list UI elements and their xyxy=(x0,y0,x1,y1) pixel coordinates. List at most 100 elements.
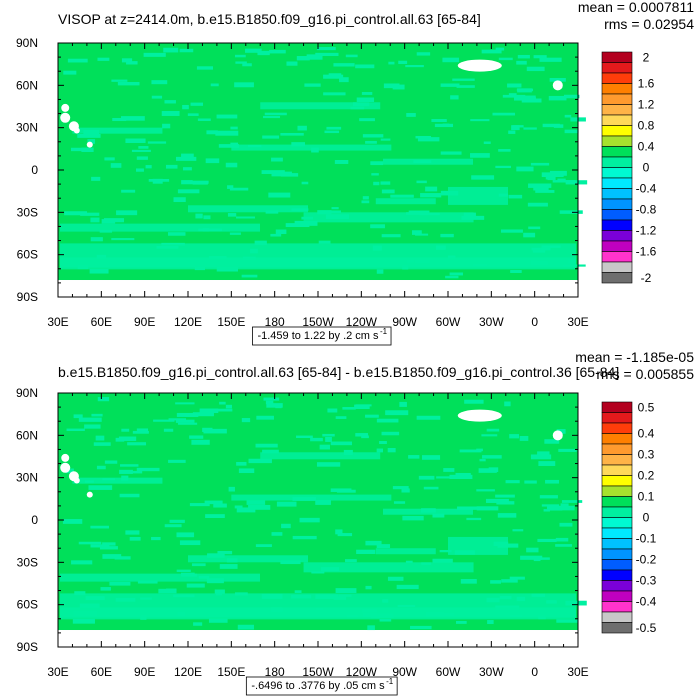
negative-speckle xyxy=(346,55,358,58)
negative-speckle xyxy=(100,230,112,233)
negative-band xyxy=(188,205,308,212)
negative-speckle xyxy=(377,544,390,548)
x-tick-label: 60W xyxy=(436,315,461,329)
panel-title: b.e15.B1850.f09_g16.pi_control.all.63 [6… xyxy=(58,364,619,380)
negative-speckle xyxy=(263,116,280,118)
negative-speckle xyxy=(226,405,232,409)
land-mask xyxy=(74,127,80,133)
negative-speckle xyxy=(269,50,286,54)
colorbar-cell xyxy=(602,486,632,497)
negative-speckle xyxy=(280,560,300,564)
negative-speckle xyxy=(78,265,88,269)
negative-speckle xyxy=(495,605,519,609)
negative-speckle xyxy=(316,608,323,610)
negative-speckle xyxy=(300,518,320,522)
negative-speckle xyxy=(415,234,428,236)
negative-speckle xyxy=(235,55,246,58)
colorbar-label: 0.4 xyxy=(638,427,655,441)
negative-band xyxy=(376,198,436,204)
negative-speckle xyxy=(188,113,199,116)
panel-1: 30E 60E 90E 120E 150E 180 150W 120W 90W 60W 30W 0 30… xyxy=(16,0,694,345)
negative-band xyxy=(60,257,576,267)
colorbar-cell xyxy=(602,220,632,231)
negative-speckle xyxy=(398,605,416,607)
negative-speckle xyxy=(356,550,375,554)
negative-speckle xyxy=(91,414,102,417)
negative-speckle xyxy=(528,203,548,207)
colorbar-cell xyxy=(602,402,632,413)
negative-speckle xyxy=(321,567,339,571)
negative-speckle xyxy=(280,133,303,136)
negative-speckle xyxy=(304,83,320,86)
negative-speckle xyxy=(501,579,518,582)
negative-speckle xyxy=(102,478,115,480)
negative-speckle xyxy=(243,257,256,260)
colorbar-label: -0.8 xyxy=(636,203,657,217)
negative-speckle xyxy=(247,500,266,505)
negative-speckle xyxy=(342,407,355,410)
x-tick-label: 120E xyxy=(174,315,202,329)
negative-speckle xyxy=(310,438,323,441)
negative-speckle xyxy=(297,126,306,131)
x-tick-label: 30W xyxy=(479,315,504,329)
negative-speckle xyxy=(526,548,538,553)
negative-speckle xyxy=(326,127,341,130)
negative-speckle xyxy=(151,80,167,84)
land-mask xyxy=(553,430,563,440)
negative-speckle xyxy=(181,573,195,577)
negative-speckle xyxy=(410,626,432,629)
negative-speckle xyxy=(293,536,317,539)
negative-speckle xyxy=(402,265,408,269)
negative-speckle xyxy=(540,495,558,498)
negative-speckle xyxy=(120,464,138,467)
negative-speckle xyxy=(195,214,202,219)
negative-speckle xyxy=(509,195,523,199)
negative-speckle xyxy=(518,55,530,58)
negative-speckle xyxy=(315,53,338,56)
negative-speckle xyxy=(495,166,511,168)
land-mask xyxy=(87,492,93,498)
negative-speckle xyxy=(520,436,529,441)
colorbar-label: 0.4 xyxy=(638,140,655,154)
colorbar-cell xyxy=(602,262,632,273)
negative-speckle xyxy=(85,480,94,482)
negative-speckle xyxy=(180,540,200,545)
negative-speckle xyxy=(524,480,536,483)
negative-speckle xyxy=(311,571,324,573)
x-tick-label: 30W xyxy=(479,665,504,679)
x-tick-label: 90E xyxy=(134,315,155,329)
negative-speckle xyxy=(408,455,419,459)
negative-speckle xyxy=(452,79,474,81)
colorbar-cell xyxy=(602,126,632,137)
y-tick-label: 30S xyxy=(17,555,38,569)
colorbar-cell xyxy=(602,528,632,539)
colorbar-cell xyxy=(602,189,632,200)
negative-speckle xyxy=(499,58,513,60)
negative-speckle xyxy=(140,598,152,600)
negative-speckle xyxy=(492,113,515,116)
negative-speckle xyxy=(556,538,568,542)
negative-speckle xyxy=(487,429,500,432)
negative-speckle xyxy=(281,524,291,528)
negative-speckle xyxy=(203,228,210,231)
negative-band xyxy=(376,548,436,554)
negative-speckle xyxy=(125,139,145,143)
y-tick-label: 60S xyxy=(17,598,38,612)
negative-speckle xyxy=(323,92,345,95)
negative-speckle xyxy=(507,83,521,87)
negative-speckle xyxy=(209,618,228,622)
negative-speckle xyxy=(359,118,375,121)
negative-speckle xyxy=(542,245,561,247)
rms-label: rms = 0.005855 xyxy=(596,366,694,382)
negative-speckle xyxy=(345,559,357,562)
negative-speckle xyxy=(521,96,535,101)
negative-speckle xyxy=(365,586,371,589)
negative-speckle xyxy=(523,127,536,129)
negative-speckle xyxy=(324,131,339,133)
negative-speckle xyxy=(440,234,453,237)
negative-speckle xyxy=(536,261,548,265)
colorbar-cell xyxy=(602,623,632,634)
negative-speckle xyxy=(450,95,458,99)
negative-speckle xyxy=(344,450,353,455)
negative-speckle xyxy=(487,620,494,624)
